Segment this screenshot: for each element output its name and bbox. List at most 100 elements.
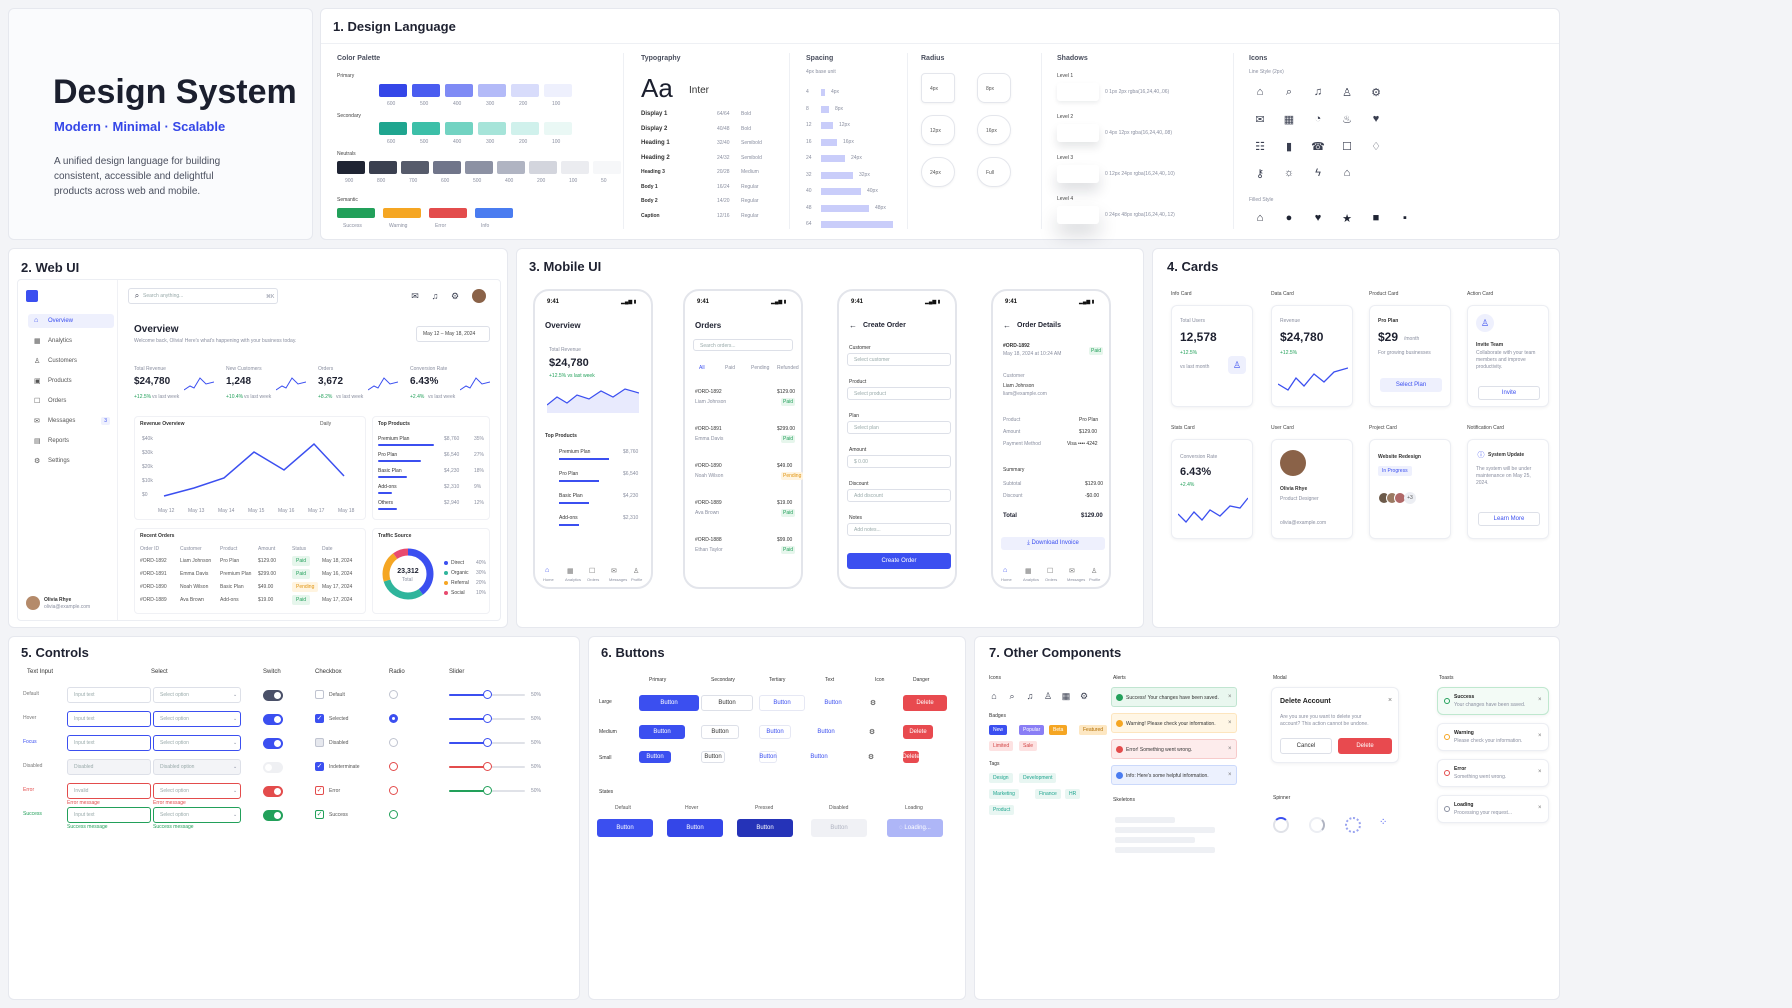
tab-label[interactable]: Profile [631, 577, 643, 582]
analytics-icon[interactable]: ▦ [567, 568, 574, 575]
tab-label[interactable]: Analytics [1023, 577, 1040, 582]
analytics-icon[interactable]: ▦ [1025, 568, 1032, 575]
tab-label[interactable]: Orders [1045, 577, 1058, 582]
radio-button[interactable] [389, 762, 398, 771]
primary-button[interactable]: Button [639, 725, 685, 739]
slider-handle[interactable] [483, 738, 492, 747]
slider-handle[interactable] [483, 786, 492, 795]
tertiary-button[interactable]: Button [759, 725, 791, 739]
profile-icon[interactable]: ♙ [633, 568, 640, 575]
delete-button[interactable]: Delete [903, 695, 947, 711]
messages-icon[interactable]: ✉ [1069, 568, 1075, 575]
tab-label[interactable]: Home [1001, 577, 1012, 582]
tab-label[interactable]: Profile [1089, 577, 1101, 582]
sidebar-item-orders[interactable]: ☐ Orders [28, 394, 114, 408]
tab-label[interactable]: Orders [587, 577, 600, 582]
tab-label[interactable]: Messages [1067, 577, 1086, 582]
tab-label[interactable]: Home [543, 577, 554, 582]
tab-label[interactable]: Analytics [565, 577, 582, 582]
home-icon[interactable]: ⌂ [1003, 567, 1008, 574]
orders-search-input[interactable]: Search orders... [693, 339, 793, 351]
state-button[interactable]: Button [667, 819, 723, 837]
sidebar-item-products[interactable]: ▣ Products [28, 374, 114, 388]
close-icon[interactable]: × [1228, 694, 1232, 700]
checkbox[interactable] [315, 690, 324, 699]
checkbox[interactable]: ✓ [315, 762, 324, 771]
checkbox[interactable]: ✓ [315, 714, 324, 723]
tag[interactable]: HR [1065, 789, 1081, 799]
select-input[interactable]: Select option [153, 807, 241, 823]
select-plan-button[interactable]: Select Plan [1380, 378, 1442, 392]
orders-tab[interactable]: All [699, 365, 705, 371]
sidebar-item-overview[interactable]: ⌂ Overview [28, 314, 114, 328]
close-icon[interactable]: × [1228, 772, 1232, 778]
primary-button[interactable]: Button [639, 751, 671, 763]
secondary-button[interactable]: Button [701, 725, 739, 739]
create-order-button[interactable]: Create Order [847, 553, 951, 569]
toggle-switch[interactable] [263, 810, 283, 821]
close-icon[interactable]: × [1228, 746, 1232, 752]
tab-label[interactable]: Messages [609, 577, 628, 582]
search-input[interactable]: Search anything... [128, 288, 278, 304]
select-input[interactable]: Select option [153, 711, 241, 727]
checkbox[interactable]: ✓ [315, 786, 324, 795]
orders-tab[interactable]: Pending [751, 365, 770, 371]
sidebar-item-customers[interactable]: ♙ Customers [28, 354, 114, 368]
mail-icon[interactable]: ✉ [411, 290, 419, 301]
back-arrow-icon[interactable]: ← [1003, 321, 1011, 330]
text-input[interactable]: Input text [67, 711, 151, 727]
toggle-switch[interactable] [263, 690, 283, 701]
delete-button[interactable]: Delete [1338, 738, 1392, 754]
sidebar-item-settings[interactable]: ⚙ Settings [28, 454, 114, 468]
radio-button[interactable] [389, 690, 398, 699]
form-field[interactable]: $ 0.00 [847, 455, 951, 468]
close-icon[interactable]: × [1388, 697, 1393, 704]
settings-icon[interactable]: ⚙ [450, 290, 460, 301]
radio-button[interactable] [389, 786, 398, 795]
select-input[interactable]: Select option [153, 783, 241, 799]
select-input[interactable]: Select option [153, 687, 241, 703]
tertiary-button[interactable]: Button [759, 751, 777, 763]
primary-button[interactable]: Button [639, 695, 699, 711]
text-input[interactable]: Invalid [67, 783, 151, 799]
bell-icon[interactable]: ♫ [431, 291, 439, 301]
sidebar-item-reports[interactable]: ▤ Reports [28, 434, 114, 448]
sidebar-item-messages[interactable]: ✉ Messages 3 [28, 414, 114, 428]
orders-icon[interactable]: ☐ [589, 568, 596, 575]
invite-button[interactable]: Invite [1478, 386, 1540, 400]
form-field[interactable]: Select plan [847, 421, 951, 434]
text-button[interactable]: Button [817, 729, 835, 735]
close-icon[interactable]: × [1538, 697, 1542, 703]
tag[interactable]: Product [989, 805, 1015, 815]
state-button[interactable]: Button [597, 819, 653, 837]
close-icon[interactable]: × [1538, 769, 1542, 775]
delete-button[interactable]: Delete [902, 751, 920, 763]
toggle-switch[interactable] [263, 714, 283, 725]
radio-button[interactable] [389, 810, 398, 819]
gear-icon[interactable]: ⚙ [868, 729, 876, 736]
sidebar-item-analytics[interactable]: ▦ Analytics [28, 334, 114, 348]
state-button[interactable]: Button [737, 819, 793, 837]
cancel-button[interactable]: Cancel [1280, 738, 1332, 754]
orders-tab[interactable]: Paid [725, 365, 736, 371]
download-invoice-button[interactable]: ⤓ Download Invoice [1001, 537, 1105, 550]
slider-handle[interactable] [483, 714, 492, 723]
tertiary-button[interactable]: Button [759, 695, 805, 711]
radio-button[interactable] [389, 714, 398, 723]
text-input[interactable]: Input text [67, 735, 151, 751]
home-icon[interactable]: ⌂ [545, 567, 550, 574]
form-field[interactable]: Select product [847, 387, 951, 400]
text-input[interactable]: Input text [67, 687, 151, 703]
gear-icon[interactable]: ⚙ [867, 754, 875, 761]
secondary-button[interactable]: Button [701, 751, 725, 763]
avatar[interactable] [26, 596, 40, 610]
close-icon[interactable]: × [1538, 733, 1542, 739]
form-field[interactable]: Add discount [847, 489, 951, 502]
back-arrow-icon[interactable]: ← [849, 321, 857, 330]
secondary-button[interactable]: Button [701, 695, 753, 711]
header-avatar[interactable] [472, 289, 486, 303]
slider-handle[interactable] [483, 690, 492, 699]
form-field[interactable]: Select customer [847, 353, 951, 366]
text-input[interactable]: Input text [67, 807, 151, 823]
revenue-range-select[interactable]: Daily [320, 421, 332, 427]
